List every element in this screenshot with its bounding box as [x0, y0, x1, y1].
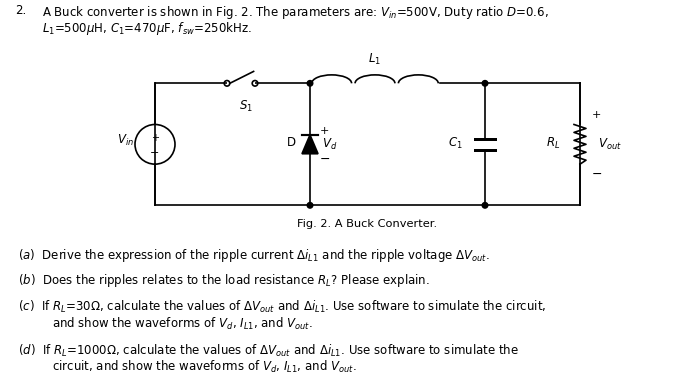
Circle shape [482, 202, 488, 208]
Text: circuit, and show the waveforms of $V_d$, $I_{L1}$, and $V_{out}$.: circuit, and show the waveforms of $V_d$… [52, 359, 357, 375]
Text: −: − [592, 168, 603, 180]
Text: $(d)$  If $R_L$=1000$\Omega$, calculate the values of $\Delta V_{out}$ and $\Del: $(d)$ If $R_L$=1000$\Omega$, calculate t… [18, 343, 519, 359]
Text: $V_{out}$: $V_{out}$ [598, 137, 622, 152]
Text: $V_{in}$: $V_{in}$ [116, 133, 134, 148]
Text: Fig. 2. A Buck Converter.: Fig. 2. A Buck Converter. [298, 219, 438, 229]
Text: +: + [592, 110, 601, 119]
Text: D: D [287, 136, 296, 149]
Polygon shape [302, 135, 318, 154]
Text: $(b)$  Does the ripples relates to the load resistance $R_L$? Please explain.: $(b)$ Does the ripples relates to the lo… [18, 272, 430, 289]
Text: $(c)$  If $R_L$=30$\Omega$, calculate the values of $\Delta V_{out}$ and $\Delta: $(c)$ If $R_L$=30$\Omega$, calculate the… [18, 299, 546, 315]
Text: 2.: 2. [15, 4, 27, 17]
Text: $R_L$: $R_L$ [546, 136, 560, 151]
Text: $V_d$: $V_d$ [322, 137, 337, 152]
Text: $L_1$: $L_1$ [368, 52, 382, 67]
Text: $(a)$  Derive the expression of the ripple current $\Delta i_{L1}$ and the rippl: $(a)$ Derive the expression of the rippl… [18, 247, 490, 264]
Circle shape [307, 202, 313, 208]
Circle shape [307, 81, 313, 86]
Text: $C_1$: $C_1$ [448, 136, 463, 151]
Text: A Buck converter is shown in Fig. 2. The parameters are: $V_{in}$=500V, Duty rat: A Buck converter is shown in Fig. 2. The… [42, 4, 549, 21]
Text: and show the waveforms of $V_d$, $I_{L1}$, and $V_{out}$.: and show the waveforms of $V_d$, $I_{L1}… [52, 316, 313, 332]
Text: $S_1$: $S_1$ [239, 99, 253, 114]
Text: −: − [320, 153, 330, 166]
Text: −: − [150, 148, 160, 158]
Text: +: + [151, 133, 159, 143]
Circle shape [482, 81, 488, 86]
Text: +: + [320, 126, 330, 136]
Text: $L_1$=500$\mu$H, $C_1$=470$\mu$F, $f_{sw}$=250kHz.: $L_1$=500$\mu$H, $C_1$=470$\mu$F, $f_{sw… [42, 20, 252, 37]
